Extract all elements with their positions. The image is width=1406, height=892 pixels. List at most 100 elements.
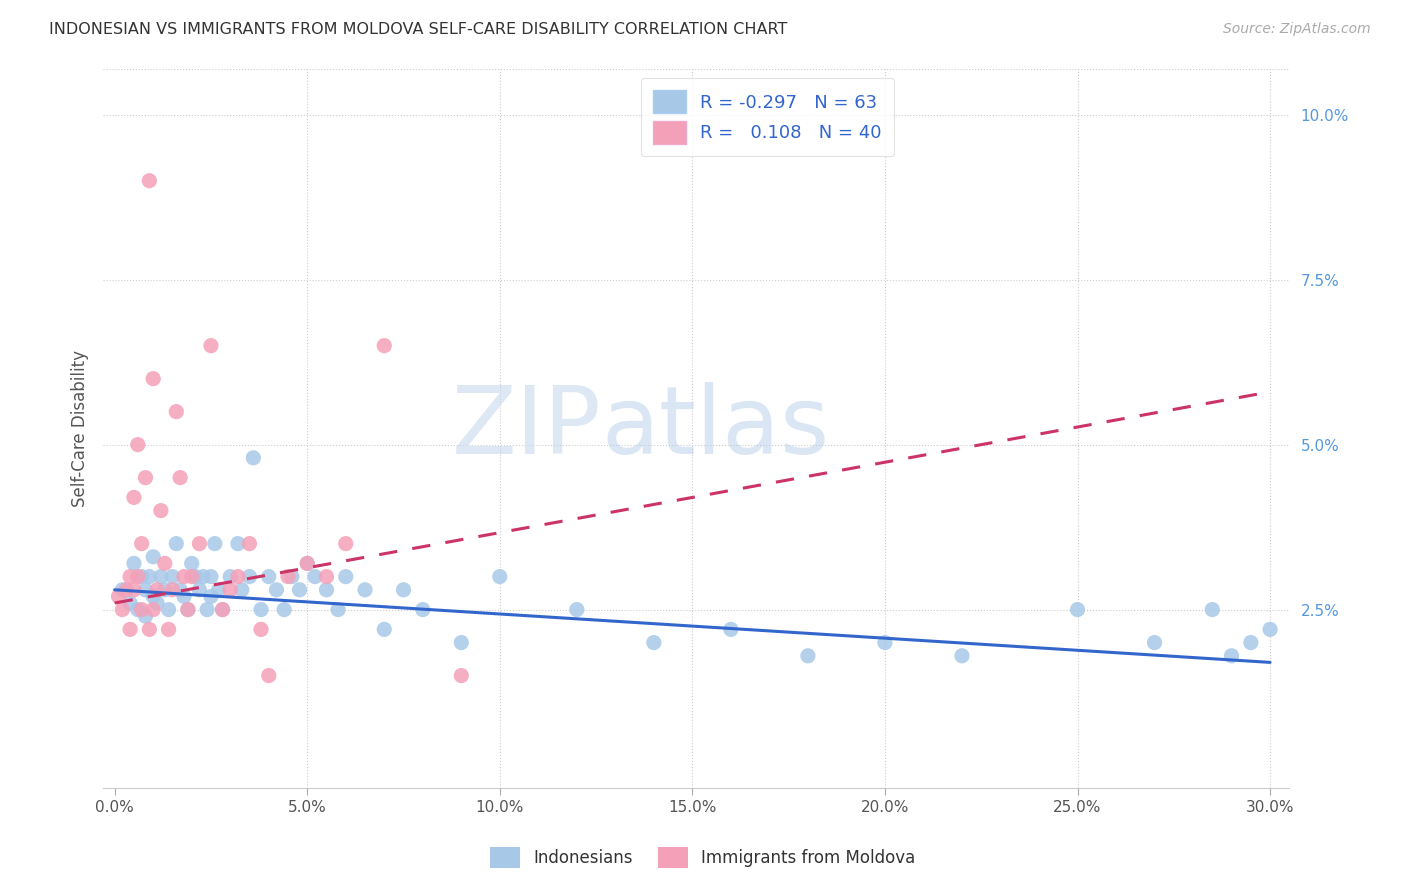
Point: [149, 569, 172, 583]
Point: [188, 536, 211, 550]
Point: [180, 569, 202, 583]
Point: [153, 557, 176, 571]
Point: [165, 536, 187, 550]
Point: [720, 623, 742, 637]
Point: [127, 602, 149, 616]
Point: [219, 582, 242, 597]
Point: [177, 602, 200, 616]
Point: [122, 491, 145, 505]
Point: [238, 569, 260, 583]
Point: [111, 602, 134, 616]
Point: [122, 582, 145, 597]
Point: [1258, 623, 1281, 637]
Point: [162, 582, 184, 597]
Point: [184, 569, 207, 583]
Point: [115, 582, 138, 597]
Point: [162, 569, 184, 583]
Point: [200, 339, 222, 353]
Point: [131, 569, 153, 583]
Point: [208, 582, 231, 597]
Point: [180, 557, 202, 571]
Point: [277, 569, 299, 583]
Point: [226, 536, 249, 550]
Point: [250, 602, 273, 616]
Point: [211, 602, 233, 616]
Point: [797, 648, 820, 663]
Point: [120, 569, 142, 583]
Text: Source: ZipAtlas.com: Source: ZipAtlas.com: [1223, 22, 1371, 37]
Point: [643, 635, 665, 649]
Point: [195, 602, 218, 616]
Point: [950, 648, 973, 663]
Legend: Indonesians, Immigrants from Moldova: Indonesians, Immigrants from Moldova: [484, 840, 922, 875]
Point: [412, 602, 434, 616]
Point: [134, 609, 156, 624]
Y-axis label: Self-Care Disability: Self-Care Disability: [72, 350, 89, 507]
Point: [142, 590, 165, 604]
Text: INDONESIAN VS IMMIGRANTS FROM MOLDOVA SELF-CARE DISABILITY CORRELATION CHART: INDONESIAN VS IMMIGRANTS FROM MOLDOVA SE…: [49, 22, 787, 37]
Point: [1066, 602, 1088, 616]
Point: [200, 569, 222, 583]
Point: [304, 569, 326, 583]
Point: [142, 602, 165, 616]
Point: [169, 470, 191, 484]
Point: [373, 623, 395, 637]
Point: [120, 596, 142, 610]
Point: [188, 582, 211, 597]
Point: [131, 602, 153, 616]
Point: [281, 569, 304, 583]
Point: [297, 557, 319, 571]
Point: [211, 602, 233, 616]
Point: [326, 602, 349, 616]
Point: [1220, 648, 1243, 663]
Point: [231, 582, 253, 597]
Text: ZIP: ZIP: [451, 382, 602, 475]
Point: [173, 590, 195, 604]
Point: [488, 569, 510, 583]
Point: [122, 557, 145, 571]
Point: [120, 623, 142, 637]
Point: [142, 549, 165, 564]
Point: [127, 437, 149, 451]
Point: [146, 582, 169, 597]
Point: [1240, 635, 1263, 649]
Point: [134, 582, 156, 597]
Point: [392, 582, 415, 597]
Point: [177, 602, 200, 616]
Point: [238, 536, 260, 550]
Point: [335, 536, 357, 550]
Point: [138, 569, 160, 583]
Point: [1143, 635, 1166, 649]
Point: [873, 635, 896, 649]
Point: [153, 582, 176, 597]
Point: [157, 623, 180, 637]
Point: [134, 470, 156, 484]
Point: [315, 582, 337, 597]
Point: [200, 590, 222, 604]
Point: [157, 602, 180, 616]
Point: [242, 450, 264, 465]
Legend: R = -0.297   N = 63, R =   0.108   N = 40: R = -0.297 N = 63, R = 0.108 N = 40: [641, 78, 894, 156]
Point: [165, 404, 187, 418]
Point: [146, 596, 169, 610]
Point: [257, 668, 280, 682]
Point: [273, 602, 295, 616]
Point: [1201, 602, 1223, 616]
Point: [204, 536, 226, 550]
Point: [257, 569, 280, 583]
Point: [226, 569, 249, 583]
Point: [288, 582, 311, 597]
Point: [450, 668, 472, 682]
Point: [250, 623, 273, 637]
Point: [142, 371, 165, 385]
Point: [138, 623, 160, 637]
Point: [450, 635, 472, 649]
Point: [173, 569, 195, 583]
Point: [138, 174, 160, 188]
Point: [266, 582, 288, 597]
Point: [193, 569, 215, 583]
Point: [149, 503, 172, 517]
Point: [131, 536, 153, 550]
Point: [107, 590, 129, 604]
Text: atlas: atlas: [602, 382, 830, 475]
